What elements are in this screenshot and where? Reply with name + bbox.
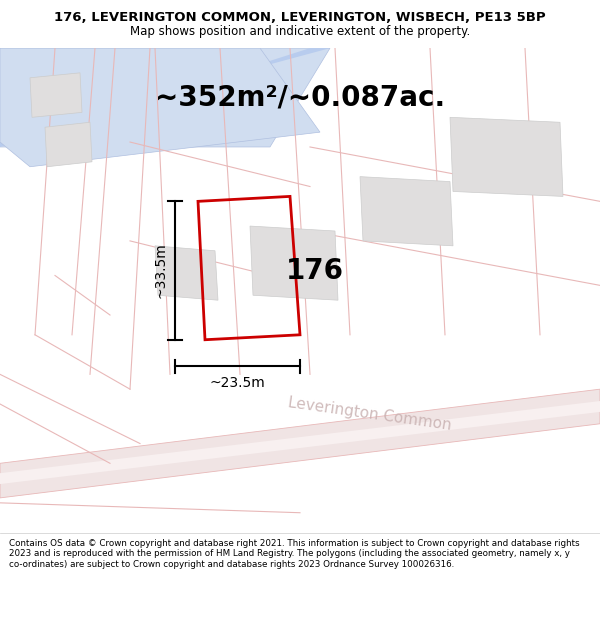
Polygon shape <box>45 122 92 167</box>
Polygon shape <box>0 48 320 167</box>
Polygon shape <box>360 177 453 246</box>
Text: Map shows position and indicative extent of the property.: Map shows position and indicative extent… <box>130 24 470 38</box>
Polygon shape <box>0 389 600 498</box>
Polygon shape <box>155 246 218 300</box>
Text: ~23.5m: ~23.5m <box>209 376 265 391</box>
Text: 176: 176 <box>286 256 344 284</box>
Polygon shape <box>0 401 600 484</box>
Polygon shape <box>250 226 338 300</box>
Polygon shape <box>450 118 563 196</box>
Text: ~33.5m: ~33.5m <box>153 242 167 298</box>
Polygon shape <box>0 48 330 147</box>
Text: Leverington Common: Leverington Common <box>287 395 452 432</box>
Text: 176, LEVERINGTON COMMON, LEVERINGTON, WISBECH, PE13 5BP: 176, LEVERINGTON COMMON, LEVERINGTON, WI… <box>54 11 546 24</box>
Text: ~352m²/~0.087ac.: ~352m²/~0.087ac. <box>155 84 445 111</box>
Polygon shape <box>0 48 330 147</box>
Text: Contains OS data © Crown copyright and database right 2021. This information is : Contains OS data © Crown copyright and d… <box>9 539 580 569</box>
Polygon shape <box>30 73 82 118</box>
